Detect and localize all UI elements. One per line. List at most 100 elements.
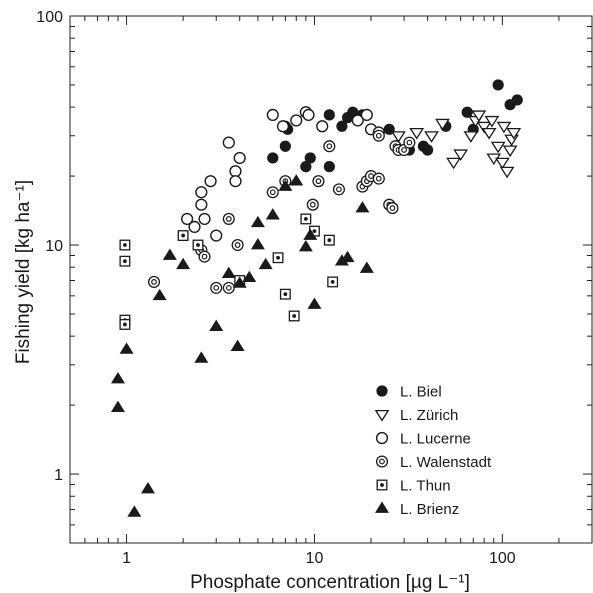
data-point <box>323 161 335 173</box>
y-axis-title: Fishing yield [kg ha⁻¹] <box>13 180 34 364</box>
data-point <box>499 166 515 179</box>
data-point <box>119 255 131 267</box>
legend-marker <box>374 410 390 422</box>
data-point <box>192 239 204 251</box>
data-point <box>424 131 439 143</box>
legend-label: L. Biel <box>400 384 442 401</box>
data-point <box>323 109 335 121</box>
data-point <box>198 212 211 226</box>
data-point <box>222 136 235 149</box>
data-point <box>221 266 236 278</box>
series-group <box>110 174 374 517</box>
data-point <box>140 482 155 494</box>
legend-marker <box>375 455 389 468</box>
y-tick-label: 1 <box>54 467 63 484</box>
data-point <box>195 198 208 211</box>
data-point <box>494 157 510 170</box>
data-point <box>176 257 191 270</box>
data-point <box>229 175 242 188</box>
data-point <box>119 342 134 354</box>
y-tick-label: 10 <box>45 238 63 255</box>
data-point <box>511 94 523 106</box>
data-point <box>177 230 189 241</box>
data-point <box>490 141 506 154</box>
series-group <box>181 106 385 242</box>
data-point <box>359 261 374 273</box>
data-point <box>323 234 335 246</box>
data-point <box>204 175 217 188</box>
data-point <box>209 319 224 332</box>
data-point <box>233 151 246 165</box>
legend-item: L. Brienz <box>375 501 459 518</box>
data-point <box>504 134 519 147</box>
legend-label: L. Lucerne <box>400 431 471 448</box>
data-point <box>446 157 461 170</box>
data-point <box>506 127 522 140</box>
data-point <box>421 144 434 156</box>
legend-label: L. Walenstadt <box>400 454 492 471</box>
data-point <box>481 127 497 140</box>
data-point <box>289 174 304 186</box>
data-point <box>323 140 336 153</box>
data-point <box>300 213 312 225</box>
data-point <box>110 372 125 384</box>
x-tick-label: 100 <box>489 550 516 567</box>
data-point <box>372 129 385 142</box>
data-point <box>266 186 279 199</box>
x-tick-label: 1 <box>122 550 131 567</box>
data-point <box>250 238 265 250</box>
legend-marker <box>375 431 389 445</box>
data-point <box>304 152 316 164</box>
data-point <box>195 186 208 199</box>
x-axis-title: Phosphate concentration [µg L⁻¹] <box>190 572 470 593</box>
data-point <box>110 400 125 412</box>
data-point <box>232 276 247 288</box>
data-point <box>152 288 167 301</box>
data-point <box>250 215 265 228</box>
data-point <box>453 149 469 161</box>
data-point <box>306 198 319 211</box>
data-point <box>229 165 242 178</box>
data-point <box>496 121 512 134</box>
data-point <box>279 140 291 152</box>
legend-item: L. Biel <box>376 384 442 401</box>
data-point <box>476 121 492 134</box>
x-tick-label: 10 <box>306 550 324 567</box>
data-point <box>258 257 273 270</box>
axis-ticks <box>69 15 593 544</box>
data-point <box>360 108 373 121</box>
data-point <box>267 152 279 164</box>
data-point <box>312 175 325 188</box>
x-tick-labels: 1 10 100 <box>122 550 516 567</box>
series-group <box>147 129 416 294</box>
data-point <box>276 120 290 133</box>
data-point <box>492 79 504 91</box>
y-tick-labels: 1 10 100 <box>36 9 63 484</box>
data-point <box>298 240 313 252</box>
data-point <box>147 275 161 288</box>
data-point <box>230 339 245 351</box>
data-point <box>316 120 329 133</box>
data-point <box>290 114 303 127</box>
data-point <box>266 108 279 121</box>
data-point <box>288 310 300 322</box>
data-point <box>340 250 355 263</box>
data-point <box>332 183 345 196</box>
data-point <box>188 220 201 233</box>
series-group <box>267 79 523 173</box>
data-point <box>484 115 500 128</box>
data-point <box>471 110 487 122</box>
data-point <box>272 252 284 264</box>
y-tick-label: 100 <box>36 9 63 26</box>
data-point <box>391 131 406 143</box>
data-point <box>351 114 364 127</box>
data-point <box>127 505 142 517</box>
plot-area <box>69 15 593 544</box>
legend-item: L. Zürich <box>374 407 458 424</box>
legend-label: L. Zürich <box>400 407 458 424</box>
data-point <box>119 239 131 251</box>
data-points <box>110 79 523 517</box>
data-point <box>463 131 479 143</box>
legend-item: L. Lucerne <box>375 431 471 448</box>
